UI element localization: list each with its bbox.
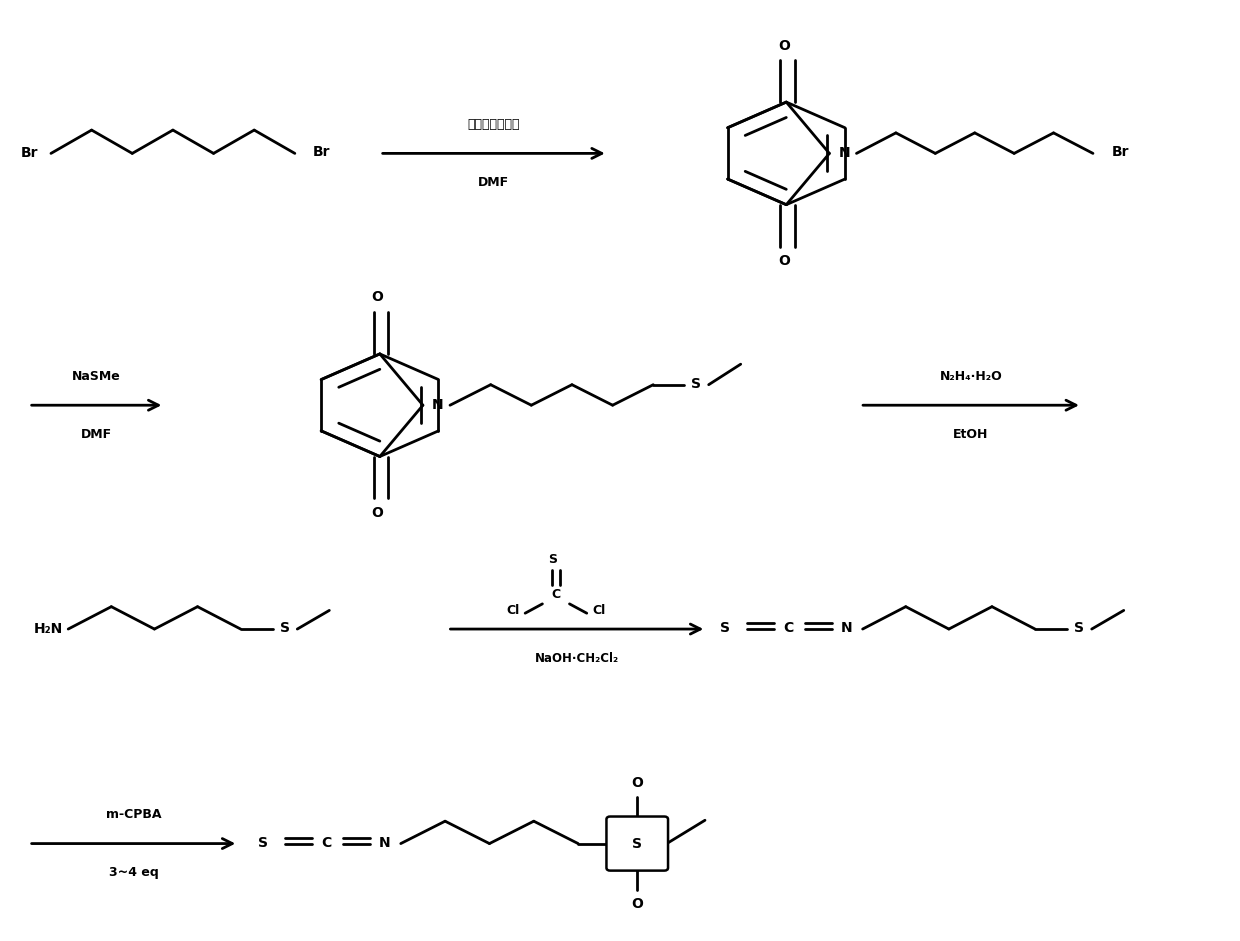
Text: H₂N: H₂N	[33, 622, 63, 636]
Text: S: S	[1074, 621, 1085, 635]
Text: S: S	[692, 376, 702, 391]
Text: O: O	[631, 897, 644, 911]
Text: NaOH·CH₂Cl₂: NaOH·CH₂Cl₂	[534, 652, 619, 665]
Text: C: C	[552, 588, 560, 601]
Text: O: O	[777, 39, 790, 53]
Text: N₂H₄·H₂O: N₂H₄·H₂O	[940, 370, 1002, 383]
Text: O: O	[372, 506, 383, 520]
Text: N: N	[838, 147, 849, 160]
FancyBboxPatch shape	[606, 817, 668, 870]
Text: 邻苯二甲酰亚胺: 邻苯二甲酰亚胺	[467, 118, 520, 131]
Text: m-CPBA: m-CPBA	[105, 808, 161, 821]
Text: Br: Br	[314, 145, 331, 158]
Text: S: S	[280, 621, 290, 635]
Text: N: N	[432, 398, 444, 412]
Text: NaSMe: NaSMe	[72, 370, 122, 383]
Text: N: N	[379, 836, 391, 850]
Text: Cl: Cl	[593, 604, 605, 617]
Text: Br: Br	[21, 147, 38, 160]
Text: O: O	[777, 254, 790, 268]
Text: O: O	[631, 776, 644, 789]
Text: Cl: Cl	[506, 604, 520, 617]
Text: Br: Br	[1111, 145, 1128, 158]
Text: S: S	[719, 621, 729, 635]
Text: DMF: DMF	[479, 176, 510, 189]
Text: C: C	[784, 621, 794, 635]
Text: O: O	[372, 291, 383, 305]
Text: S: S	[548, 552, 557, 566]
Text: DMF: DMF	[81, 427, 112, 440]
Text: EtOH: EtOH	[954, 427, 988, 440]
Text: N: N	[841, 621, 852, 635]
Text: 3~4 eq: 3~4 eq	[109, 866, 159, 879]
Text: S: S	[632, 837, 642, 851]
Text: S: S	[258, 836, 268, 850]
Text: C: C	[321, 836, 332, 850]
